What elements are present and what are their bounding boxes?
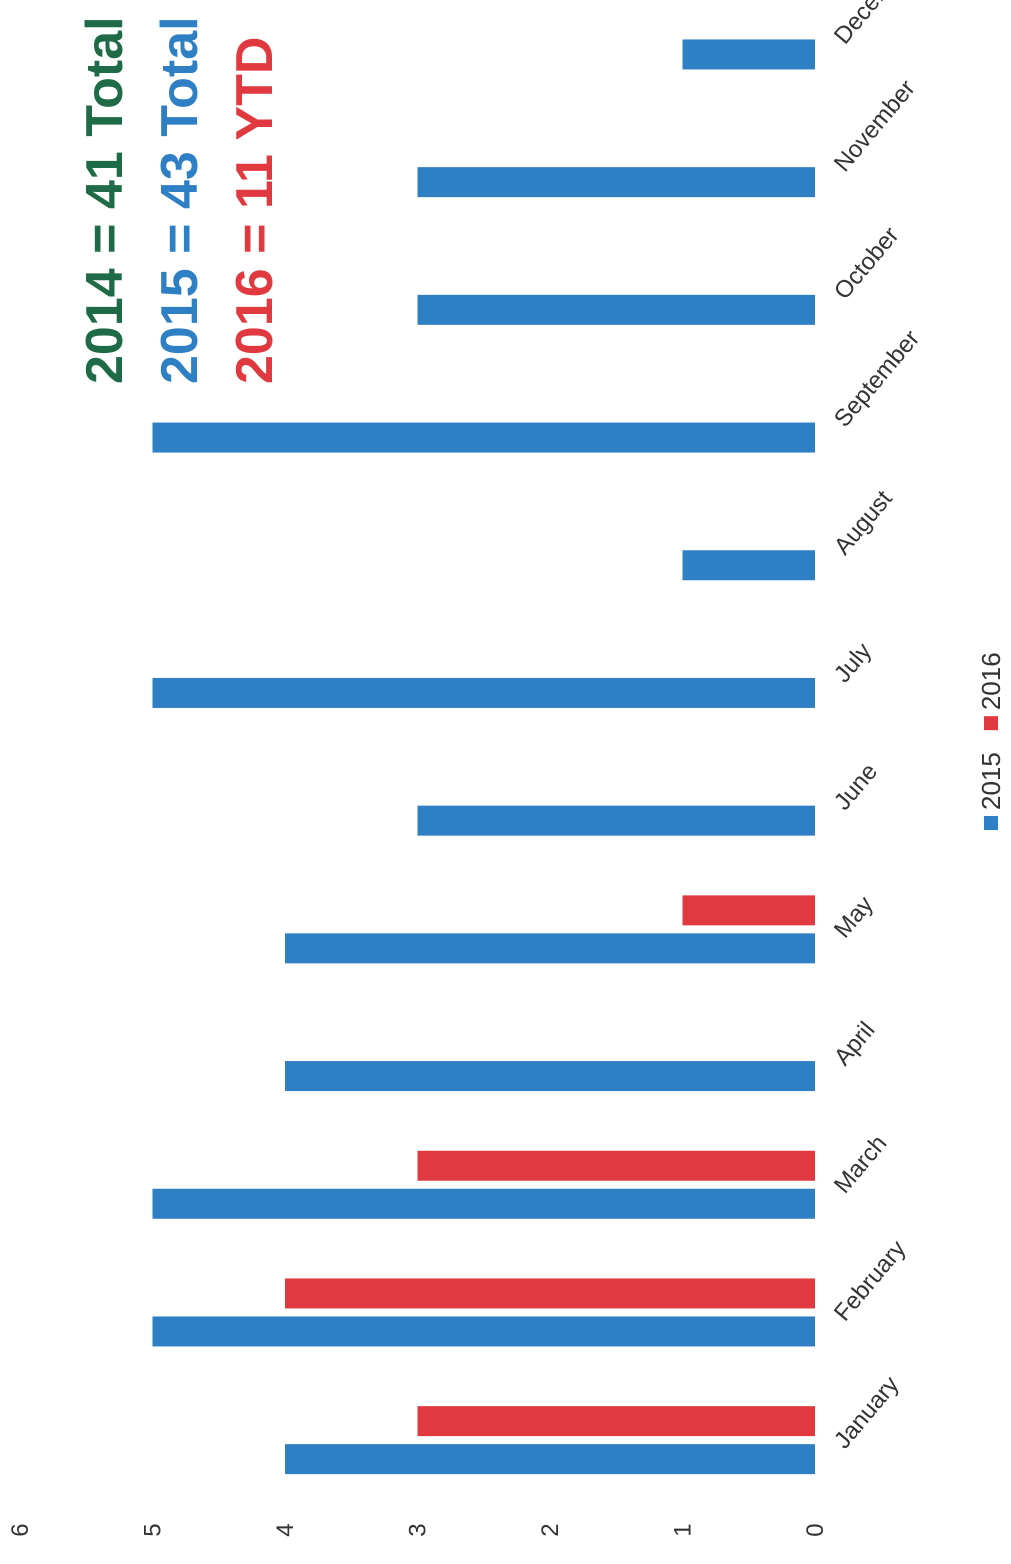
y-tick-label: 6	[7, 1523, 34, 1536]
bar	[285, 933, 815, 964]
x-tick-label: January	[829, 1371, 905, 1454]
x-tick-label: July	[829, 638, 877, 688]
x-tick-label: September	[829, 325, 925, 432]
bar	[417, 1150, 815, 1181]
y-tick-label: 0	[802, 1523, 829, 1536]
bar	[682, 39, 815, 70]
y-tick-label: 5	[140, 1523, 167, 1536]
x-tick-label: November	[829, 75, 921, 177]
bar	[152, 1188, 815, 1219]
x-tick-label: April	[829, 1017, 881, 1071]
bar	[682, 895, 815, 926]
x-tick-label: August	[829, 485, 898, 560]
bar	[417, 805, 815, 836]
bar	[152, 677, 815, 708]
x-tick-label: February	[829, 1235, 911, 1326]
bar	[152, 1316, 815, 1347]
annotation: 2015 = 43 Total	[151, 16, 209, 384]
rotated-chart: 0 1 2 3 4 5 6 January February March April May June J…	[7, 0, 1006, 1537]
x-tick-label: May	[829, 891, 879, 943]
x-tick-label: June	[829, 758, 883, 815]
x-tick-label: October	[829, 222, 905, 305]
y-tick-label: 1	[670, 1523, 697, 1536]
x-tick-label: March	[829, 1130, 893, 1198]
legend-label: 2015	[976, 752, 1006, 810]
bar	[285, 1061, 815, 1092]
annotation: 2016 = 11 YTD	[226, 37, 284, 384]
y-tick-label: 3	[405, 1523, 432, 1536]
bar	[152, 422, 815, 453]
bar	[285, 1278, 815, 1309]
y-tick-label: 4	[272, 1523, 299, 1536]
bar	[417, 167, 815, 198]
bar	[417, 294, 815, 325]
bar	[285, 1444, 815, 1475]
legend-swatch	[984, 816, 998, 830]
bar	[417, 1406, 815, 1437]
legend-swatch	[984, 716, 998, 731]
legend-label: 2016	[976, 652, 1006, 710]
bar	[682, 550, 815, 581]
x-tick-label: December	[829, 0, 921, 49]
annotation: 2014 = 41 Total	[76, 16, 134, 384]
y-tick-label: 2	[537, 1523, 564, 1536]
